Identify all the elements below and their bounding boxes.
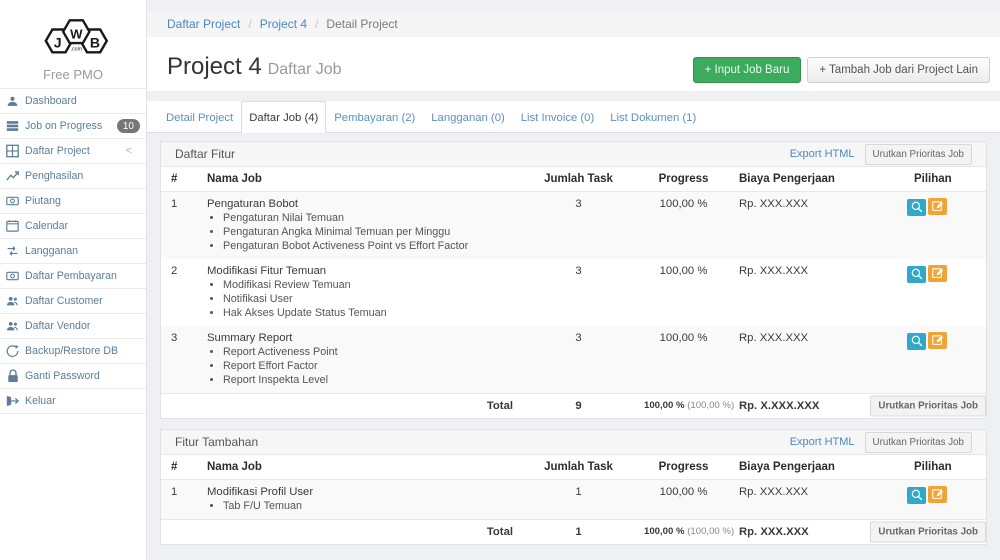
svg-text:B: B <box>90 34 100 50</box>
svg-text:J: J <box>54 34 62 50</box>
svg-text:W: W <box>70 27 83 42</box>
svg-text:.com: .com <box>71 47 83 53</box>
